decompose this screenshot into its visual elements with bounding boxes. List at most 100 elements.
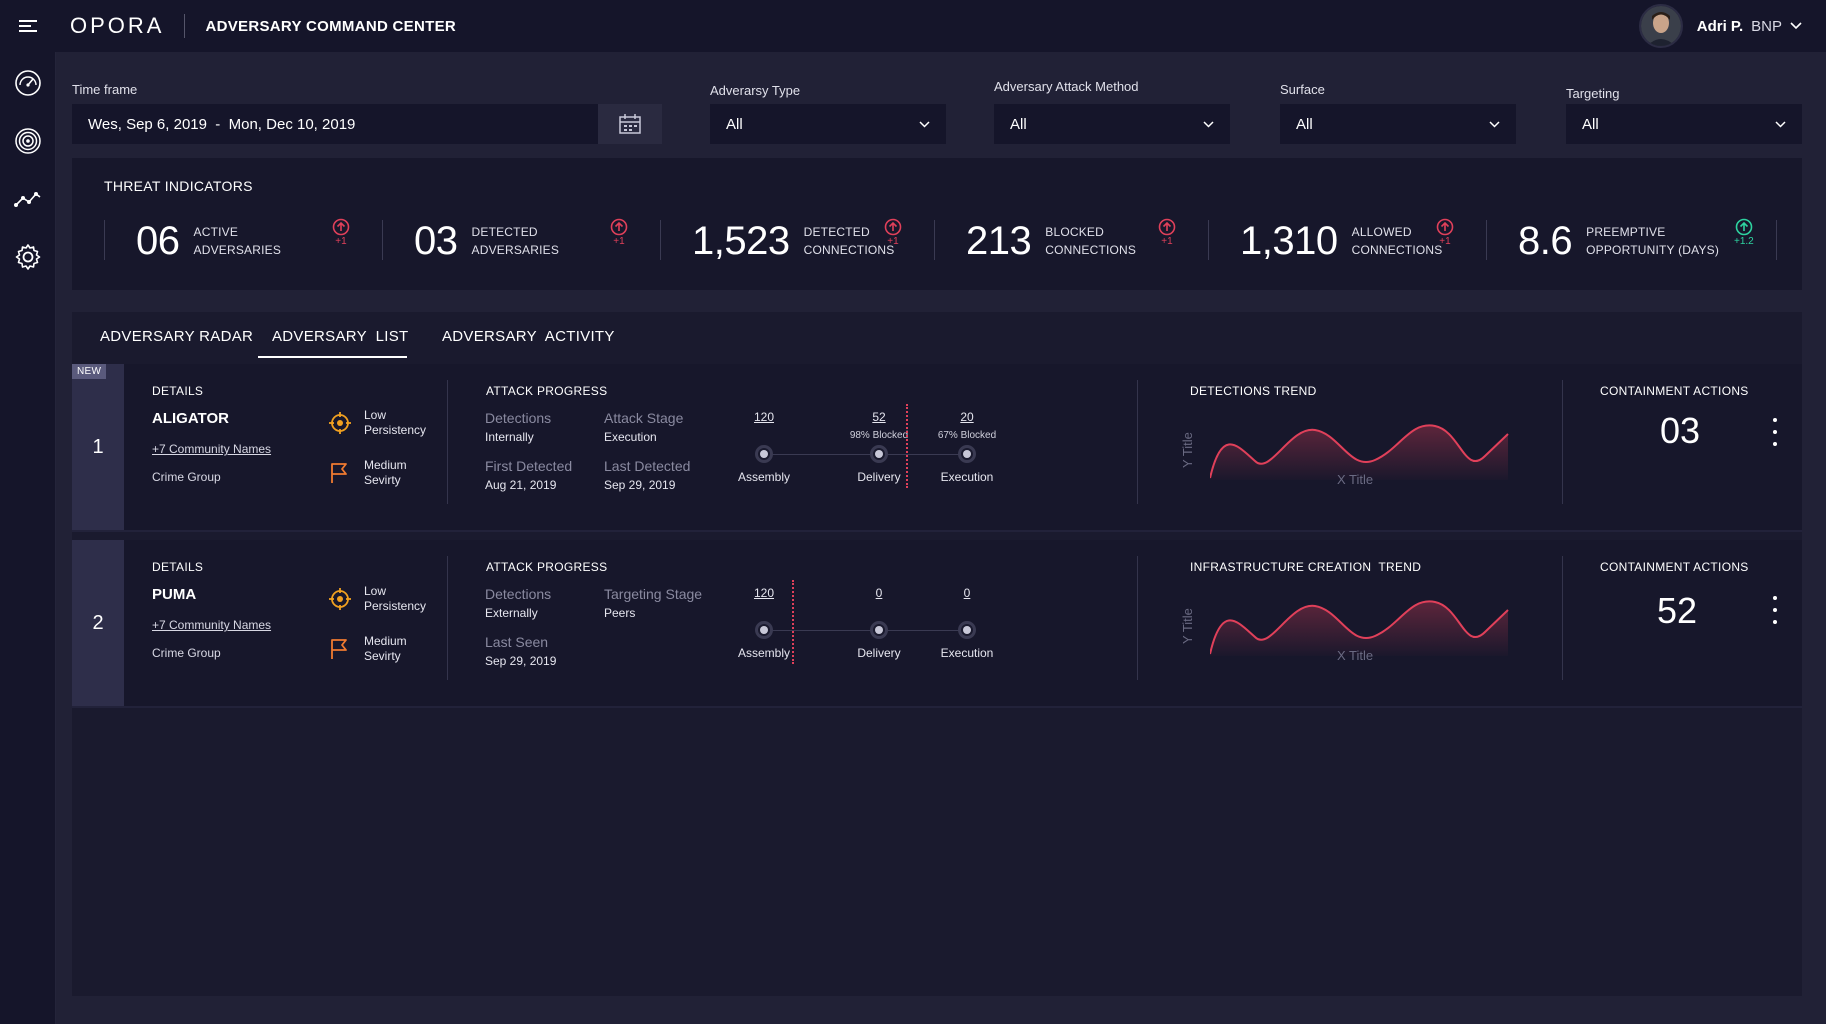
- logo-text: OPORA: [70, 13, 165, 38]
- timeline-track: [772, 454, 962, 455]
- stage-dot-execution[interactable]: [958, 445, 976, 463]
- trend-title: INFRASTRUCTURE CREATION TREND: [1190, 560, 1422, 574]
- tab-adversary-activity[interactable]: ADVERSARY ACTIVITY: [442, 328, 615, 345]
- adversary-group: Crime Group: [152, 646, 221, 660]
- adversary-name[interactable]: ALIGATOR: [152, 410, 229, 427]
- column-divider: [1562, 556, 1563, 680]
- trend-sparkline[interactable]: [1210, 416, 1510, 480]
- avatar[interactable]: [1638, 4, 1683, 48]
- timeframe-value: Wes, Sep 6, 2019 - Mon, Dec 10, 2019: [88, 115, 356, 133]
- menu-icon[interactable]: [0, 0, 56, 52]
- sidebar-item-trends[interactable]: [0, 170, 56, 228]
- surface-select[interactable]: All: [1280, 104, 1516, 144]
- persistency-tag: Low Persistency: [328, 584, 426, 614]
- metric-detected-adversaries[interactable]: 03 DETECTED ADVERSARIES: [414, 216, 559, 266]
- metric-preemptive-opportunity[interactable]: 8.6 PREEMPTIVE OPPORTUNITY (DAYS): [1518, 216, 1719, 266]
- column-divider: [447, 380, 448, 504]
- column-divider: [1137, 556, 1138, 680]
- sidebar-item-settings[interactable]: [0, 228, 56, 286]
- community-names-link[interactable]: +7 Community Names: [152, 618, 272, 632]
- last-seen-value: Sep 29, 2019: [485, 654, 557, 668]
- stage-dot-delivery[interactable]: [870, 621, 888, 639]
- metric-blocked-connections[interactable]: 213 BLOCKED CONNECTIONS: [966, 216, 1136, 266]
- arrow-up-circle-icon: [1158, 218, 1176, 236]
- assembly-count[interactable]: 120: [753, 410, 775, 424]
- user-org: BNP: [1751, 17, 1782, 35]
- assembly-count[interactable]: 120: [753, 586, 775, 600]
- fingerprint-icon: [15, 128, 41, 154]
- page-title: ADVERSARY COMMAND CENTER: [205, 17, 457, 35]
- adversary-row[interactable]: 1 NEW DETAILS ALIGATOR +7 Community Name…: [72, 364, 1802, 532]
- targeting-stage-key: Targeting Stage: [604, 586, 703, 602]
- arrow-up-circle-icon: [332, 218, 350, 236]
- metric-allowed-connections[interactable]: 1,310 ALLOWED CONNECTIONS: [1240, 216, 1442, 266]
- metric-divider: [934, 220, 935, 260]
- sidebar-item-dashboard[interactable]: [0, 54, 56, 112]
- detections-value: Externally: [485, 606, 538, 620]
- surface-label: Surface: [1280, 82, 1325, 97]
- community-names-link[interactable]: +7 Community Names: [152, 442, 272, 456]
- last-seen-key: Last Seen: [485, 634, 549, 650]
- tab-adversary-radar[interactable]: ADVERSARY RADAR: [100, 328, 254, 345]
- new-badge: NEW: [72, 364, 107, 379]
- current-stage-marker: [906, 404, 908, 488]
- threat-indicators-panel: THREAT INDICATORS 06 ACTIVE ADVERSARIES +…: [72, 158, 1802, 290]
- crosshair-icon: [329, 412, 351, 434]
- adversary-row[interactable]: 2 DETAILS PUMA +7 Community Names Crime …: [72, 540, 1802, 708]
- metric-active-adversaries[interactable]: 06 ACTIVE ADVERSARIES: [136, 216, 281, 266]
- first-detected-key: First Detected: [485, 458, 573, 474]
- tab-adversary-list[interactable]: ADVERSARY LIST: [272, 328, 409, 345]
- severity-tag: Medium Sevirty: [328, 458, 407, 488]
- metric-divider: [660, 220, 661, 260]
- more-options-icon[interactable]: [1770, 596, 1780, 624]
- delivery-count[interactable]: 0: [875, 586, 883, 600]
- metric-value: 8.6: [1518, 218, 1573, 263]
- detections-value: Internally: [485, 430, 534, 444]
- tab-bar: ADVERSARY RADAR ADVERSARY LIST ADVERSARY…: [72, 312, 1802, 358]
- y-axis-title: Y Title: [1180, 432, 1195, 468]
- adversary-name[interactable]: PUMA: [152, 586, 197, 603]
- stage-label-execution: Execution: [940, 646, 994, 660]
- trend-line-icon: [14, 192, 41, 207]
- metric-label: DETECTED ADVERSARIES: [471, 225, 560, 257]
- metric-label: PREEMPTIVE OPPORTUNITY (DAYS): [1586, 225, 1720, 257]
- execution-count[interactable]: 0: [963, 586, 971, 600]
- user-menu[interactable]: Adri P. BNP: [1638, 0, 1802, 52]
- column-divider: [1562, 380, 1563, 504]
- metric-delta: +1.2: [1734, 218, 1754, 247]
- execution-blocked: 67% Blocked: [937, 430, 997, 441]
- delivery-count[interactable]: 52: [872, 410, 886, 424]
- adversary-type-select[interactable]: All: [710, 104, 946, 144]
- main-content: Time frame Wes, Sep 6, 2019 - Mon, Dec 1…: [56, 52, 1826, 1024]
- timeframe-input[interactable]: Wes, Sep 6, 2019 - Mon, Dec 10, 2019: [72, 104, 598, 144]
- more-options-icon[interactable]: [1770, 418, 1780, 446]
- sidebar-item-fingerprint[interactable]: [0, 112, 56, 170]
- attack-method-select[interactable]: All: [994, 104, 1230, 144]
- timeline-track: [772, 630, 962, 631]
- metric-delta: +1: [1436, 218, 1454, 247]
- metric-divider: [1208, 220, 1209, 260]
- arrow-up-circle-icon: [1436, 218, 1454, 236]
- stage-dot-assembly[interactable]: [755, 445, 773, 463]
- metric-divider: [1776, 220, 1777, 260]
- trend-sparkline[interactable]: [1210, 592, 1510, 656]
- stage-dot-delivery[interactable]: [870, 445, 888, 463]
- metric-delta: +1: [884, 218, 902, 247]
- containment-count: 03: [1659, 410, 1701, 451]
- stage-dot-execution[interactable]: [958, 621, 976, 639]
- stage-dot-assembly[interactable]: [755, 621, 773, 639]
- targeting-select[interactable]: All: [1566, 104, 1802, 144]
- chevron-down-icon: [919, 120, 930, 128]
- execution-count[interactable]: 20: [960, 410, 974, 424]
- details-title: DETAILS: [152, 560, 204, 574]
- chevron-down-icon: [1489, 120, 1500, 128]
- metric-detected-connections[interactable]: 1,523 DETECTED CONNECTIONS: [692, 216, 894, 266]
- chevron-down-icon: [1203, 120, 1214, 128]
- first-detected-value: Aug 21, 2019: [485, 478, 557, 492]
- chevron-down-icon[interactable]: [1790, 22, 1802, 30]
- calendar-button[interactable]: [598, 104, 662, 144]
- app-logo[interactable]: OPORA: [70, 13, 164, 39]
- sidebar: [0, 52, 56, 1024]
- trend-title: DETECTIONS TREND: [1190, 384, 1317, 398]
- attack-progress-title: ATTACK PROGRESS: [486, 560, 608, 574]
